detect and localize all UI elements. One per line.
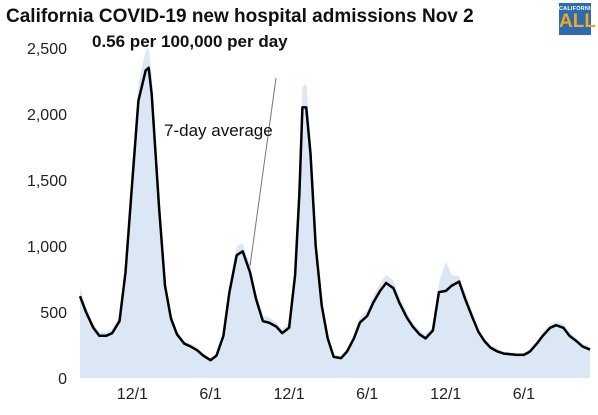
- y-tick-label: 0: [58, 371, 67, 388]
- x-tick-label: 12/1: [117, 386, 148, 403]
- x-axis-ticks: 12/1 6/1 12/1 6/1 12/1 6/1: [117, 386, 535, 403]
- california-all-logo: CALIFORNIA ALL: [559, 3, 596, 35]
- x-tick-label: 6/1: [356, 386, 378, 403]
- y-tick-label: 1,500: [27, 173, 67, 190]
- y-tick-label: 2,500: [27, 41, 67, 58]
- logo-main-text: ALL: [559, 11, 596, 32]
- y-tick-label: 1,000: [27, 239, 67, 256]
- annotation-leader-line: [249, 77, 277, 267]
- x-tick-label: 6/1: [513, 386, 535, 403]
- chart-subtitle: 0.56 per 100,000 per day: [92, 32, 288, 51]
- y-axis-ticks: 0 500 1,000 1,500 2,000 2,500: [27, 41, 67, 388]
- logo-top-text: CALIFORNIA: [559, 6, 595, 12]
- daily-admissions-area: [80, 48, 590, 378]
- x-tick-label: 12/1: [430, 386, 461, 403]
- seven-day-average-line: [78, 66, 591, 362]
- seven-day-average-annotation: 7-day average: [164, 121, 273, 140]
- y-tick-label: 2,000: [27, 107, 67, 124]
- x-tick-label: 6/1: [199, 386, 221, 403]
- x-tick-label: 12/1: [273, 386, 304, 403]
- y-tick-label: 500: [40, 305, 67, 322]
- chart-title: California COVID-19 new hospital admissi…: [6, 6, 474, 27]
